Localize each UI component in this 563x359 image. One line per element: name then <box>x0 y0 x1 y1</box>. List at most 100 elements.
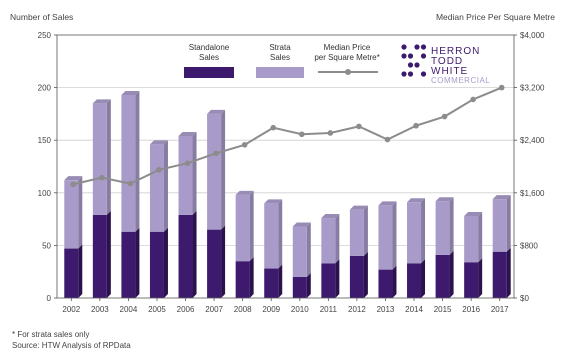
x-tick-label: 2017 <box>491 305 509 314</box>
y-tick-label: 150 <box>38 136 52 145</box>
line-layer <box>70 84 505 188</box>
x-tick-label: 2014 <box>405 305 423 314</box>
bar-strata <box>207 113 222 230</box>
bar-side-strata <box>506 195 511 252</box>
logo-line-1: HERRON <box>431 46 480 57</box>
bar-strata <box>378 205 393 270</box>
bar-side-strata <box>306 222 311 277</box>
y-tick-label: 200 <box>38 84 52 93</box>
bar-strata <box>235 194 250 262</box>
x-tick-label: 2015 <box>434 305 452 314</box>
bar-standalone <box>121 231 136 298</box>
bar-side-strata <box>449 197 454 255</box>
bar-side-strata <box>335 214 340 264</box>
median-price-point <box>99 174 105 181</box>
bar-strata <box>435 201 450 255</box>
bar-strata <box>407 202 422 264</box>
median-price-point <box>213 150 219 157</box>
legend-strata-label-2: Sales <box>270 53 290 62</box>
median-price-point <box>241 142 248 148</box>
x-tick-label: 2007 <box>205 305 223 314</box>
bar-side-standalone <box>506 247 511 298</box>
bar-side-strata <box>249 190 254 262</box>
y-tick-label: 50 <box>42 241 51 250</box>
bar-side-strata <box>421 198 426 264</box>
y-tick-label: 250 <box>38 31 52 40</box>
axis-layer: 0 $0 50 $800 100 $1,600 150 $2,400 200 $3,200 250 $… <box>38 31 545 314</box>
bar-top-strata <box>435 197 454 202</box>
bar-side-standalone <box>335 259 340 298</box>
footnote: * For strata sales only <box>12 330 90 339</box>
bar-side-strata <box>363 205 368 256</box>
bar-side-strata <box>221 109 226 230</box>
bar-standalone <box>149 231 164 298</box>
bar-side-standalone <box>249 257 254 298</box>
bar-standalone <box>407 263 422 298</box>
x-tick-label: 2008 <box>234 305 252 314</box>
median-price-point <box>156 166 162 173</box>
median-price-point <box>184 160 191 167</box>
logo-dot <box>420 71 427 77</box>
legend-median-marker <box>345 69 351 75</box>
bar-strata <box>149 144 164 232</box>
bar-strata <box>92 103 107 215</box>
x-tick-label: 2010 <box>291 305 309 314</box>
plot-frame <box>56 34 515 299</box>
logo-dot <box>401 71 407 77</box>
bar-side-strata <box>78 176 83 249</box>
x-tick-label: 2004 <box>120 305 138 314</box>
bar-side-standalone <box>192 210 197 298</box>
logo-dot <box>401 44 407 50</box>
median-price-point <box>70 181 77 188</box>
bar-side-strata <box>478 211 483 263</box>
y-tick-label: 0 <box>47 294 52 303</box>
bar-side-standalone <box>163 227 168 298</box>
bar-side-strata <box>392 201 397 270</box>
bar-side-strata <box>278 199 283 269</box>
median-price-point <box>356 123 362 130</box>
bar-side-strata <box>163 140 168 232</box>
logo-line-3: WHITE <box>431 66 468 77</box>
bar-top-strata <box>292 222 311 227</box>
median-price-point <box>270 124 277 131</box>
logo-dot <box>414 62 420 68</box>
bar-strata <box>321 218 336 264</box>
legend-median-label-2: per Square Metre* <box>314 53 379 62</box>
x-tick-label: 2012 <box>348 305 366 314</box>
median-price-point <box>298 131 305 138</box>
bar-side-strata <box>135 90 140 232</box>
bar-standalone <box>492 251 507 298</box>
median-price-point <box>441 113 448 120</box>
logo-dots <box>401 44 427 77</box>
bar-standalone <box>178 214 193 298</box>
brand-logo: HERRON TODD WHITE COMMERCIAL <box>401 44 490 85</box>
logo-dot <box>401 53 407 59</box>
legend-median-label-1: Median Price <box>324 43 371 52</box>
y2-tick-label: $3,200 <box>520 84 545 93</box>
bar-strata <box>64 180 79 249</box>
bar-standalone <box>321 263 336 298</box>
legend-strata-swatch <box>256 67 304 78</box>
source-note: Source: HTW Analysis of RPData <box>12 341 131 350</box>
bar-top-strata <box>207 109 226 114</box>
bar-top-strata <box>149 140 168 145</box>
bar-standalone <box>349 255 364 298</box>
y2-tick-label: $0 <box>520 294 529 303</box>
bar-top-strata <box>92 99 111 104</box>
median-price-point <box>498 84 505 91</box>
bar-top-strata <box>407 198 426 203</box>
bar-top-strata <box>349 205 368 210</box>
logo-dot <box>407 71 414 77</box>
median-price-point <box>127 180 134 187</box>
median-price-point <box>413 122 419 129</box>
bar-standalone <box>235 261 250 298</box>
bar-side-standalone <box>306 272 311 298</box>
y2-tick-label: $4,000 <box>520 31 545 40</box>
bar-standalone <box>378 269 393 298</box>
y2-tick-label: $2,400 <box>520 136 545 145</box>
x-tick-label: 2002 <box>62 305 80 314</box>
bar-side-standalone <box>78 244 83 298</box>
bar-strata <box>264 203 279 269</box>
bar-top-strata <box>64 176 83 181</box>
